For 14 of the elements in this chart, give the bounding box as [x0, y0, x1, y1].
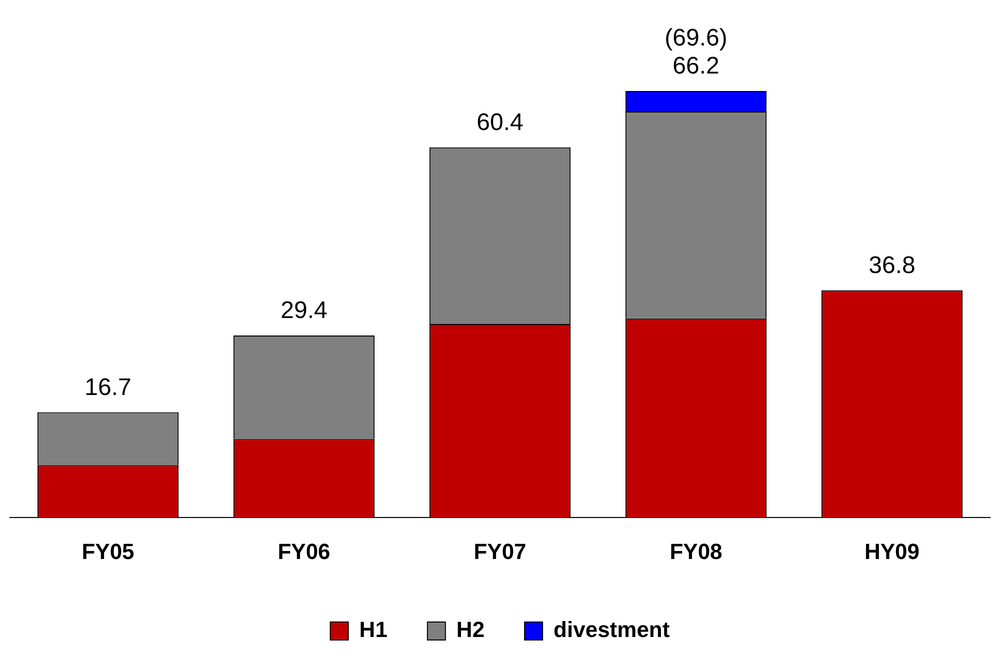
annotation: 60.4 [476, 108, 524, 136]
legend-label: H2 [456, 617, 485, 642]
annotation: 66.2 [672, 52, 720, 80]
x-tick-label: FY08 [670, 538, 722, 564]
annotation: 29.4 [280, 297, 328, 324]
annotation: (69.6) [664, 24, 728, 52]
x-tick-label: FY06 [278, 538, 330, 564]
legend-label: divestment [554, 617, 670, 642]
x-tick-label: FY05 [82, 538, 134, 564]
x-tick-label: FY07 [474, 538, 526, 564]
annotation: 16.7 [84, 374, 132, 401]
annotation: 36.8 [868, 252, 916, 279]
x-tick-label: HY09 [864, 538, 920, 564]
legend-label: H1 [359, 617, 388, 642]
